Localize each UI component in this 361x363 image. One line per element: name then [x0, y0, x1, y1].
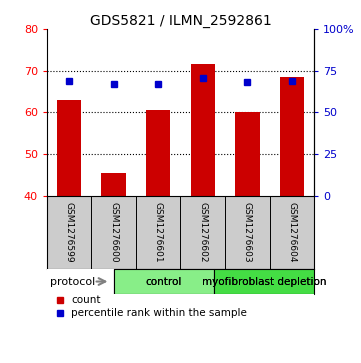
Text: GSM1276604: GSM1276604	[287, 202, 296, 263]
Bar	[279, 77, 304, 196]
Bar	[214, 269, 314, 294]
Text: count: count	[71, 295, 100, 305]
Text: myofibroblast depletion: myofibroblast depletion	[202, 277, 326, 286]
Bar	[114, 269, 214, 294]
Bar	[191, 64, 215, 196]
Bar	[57, 100, 82, 196]
Text: myofibroblast depletion: myofibroblast depletion	[202, 277, 326, 286]
Text: GSM1276602: GSM1276602	[198, 202, 207, 263]
Text: GSM1276603: GSM1276603	[243, 202, 252, 263]
Bar	[114, 269, 214, 294]
Title: GDS5821 / ILMN_2592861: GDS5821 / ILMN_2592861	[90, 14, 271, 28]
Text: control: control	[145, 277, 182, 286]
Text: GSM1276601: GSM1276601	[154, 202, 163, 263]
Bar	[146, 110, 170, 196]
Text: protocol: protocol	[50, 277, 96, 286]
Bar	[101, 173, 126, 196]
Text: GSM1276600: GSM1276600	[109, 202, 118, 263]
Text: control: control	[145, 277, 182, 286]
Bar	[214, 269, 314, 294]
Bar	[235, 112, 260, 196]
Text: GSM1276599: GSM1276599	[65, 202, 74, 263]
Text: percentile rank within the sample: percentile rank within the sample	[71, 308, 247, 318]
